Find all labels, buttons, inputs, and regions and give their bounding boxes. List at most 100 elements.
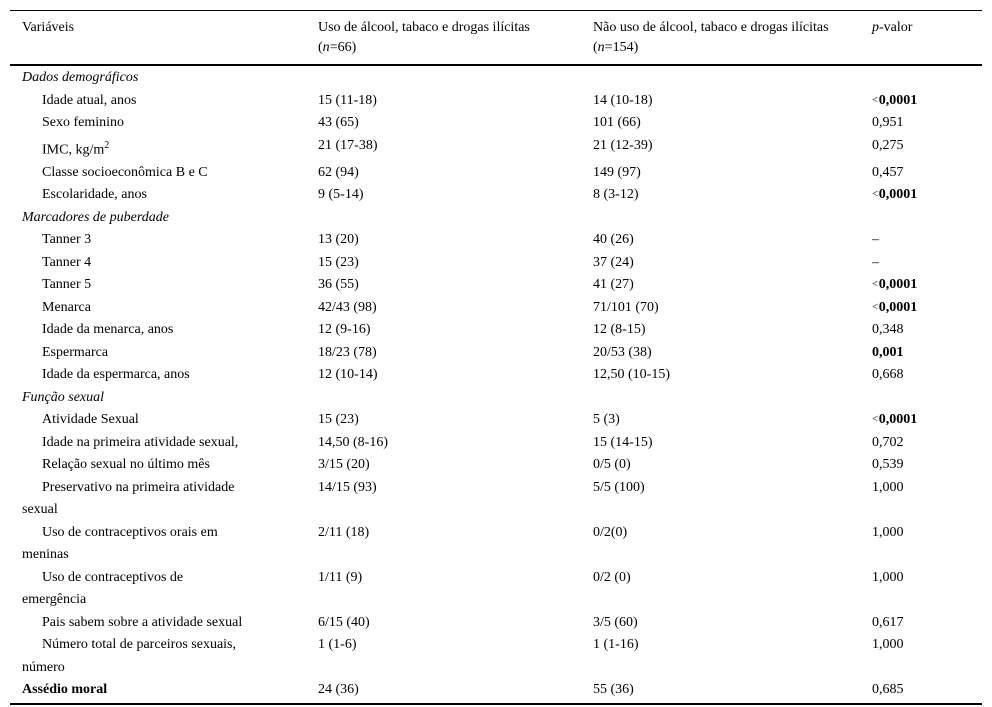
p-value-number: 0,348 <box>872 322 904 338</box>
data-table: Variáveis Uso de álcool, tabaco e drogas… <box>10 10 982 705</box>
p-value: <0,0001 <box>872 90 982 113</box>
p-value: <0,0001 <box>872 297 982 320</box>
table-row: Tanner 4 15 (23) 37 (24) – <box>10 252 982 275</box>
table-row: Tanner 3 13 (20) 40 (26) – <box>10 229 982 252</box>
group2-value: 71/101 (70) <box>593 299 659 315</box>
p-value-number: 1,000 <box>872 569 904 585</box>
p-value: <0,0001 <box>872 274 982 297</box>
group1-value: 3/15 (20) <box>318 457 370 473</box>
p-value: 0,348 <box>872 319 982 342</box>
p-value-number: 0,702 <box>872 434 904 450</box>
group1-value: 18/23 (78) <box>318 344 377 360</box>
section-row: Dados demográficos <box>10 67 982 90</box>
table-row: IMC, kg/m2 21 (17-38) 21 (12-39) 0,275 <box>10 135 982 162</box>
table-row: Idade da menarca, anos 12 (9-16) 12 (8-15)… <box>10 319 982 342</box>
p-value-number: 0,668 <box>872 367 904 383</box>
group2-value: 37 (24) <box>593 254 634 270</box>
table-row: Número total de parceiros sexuais, númer… <box>10 634 982 679</box>
group1-value: 14,50 (8-16) <box>318 434 388 450</box>
row-label: Pais sabem sobre a atividade sexual <box>42 614 243 630</box>
p-value: 1,000 <box>872 477 982 522</box>
group2-value: 14 (10-18) <box>593 92 653 108</box>
group2-value: 55 (36) <box>593 682 634 698</box>
group1-title: Uso de álcool, tabaco e drogas ilícitas <box>318 20 530 35</box>
p-value: 0,702 <box>872 432 982 455</box>
less-than-sign: < <box>872 300 879 313</box>
row-label: Número total de parceiros sexuais, númer… <box>22 637 236 675</box>
group2-value: 20/53 (38) <box>593 344 652 360</box>
p-symbol: p <box>872 20 879 35</box>
group1-value: 21 (17-38) <box>318 137 378 153</box>
group2-value: 101 (66) <box>593 115 641 130</box>
group2-value: 0/2 (0) <box>593 569 631 585</box>
n-symbol: n <box>322 40 330 55</box>
p-value-number: 0,0001 <box>878 277 918 293</box>
row-label: Tanner 3 <box>42 232 92 248</box>
table-header-row: Variáveis Uso de álcool, tabaco e drogas… <box>10 11 982 66</box>
row-label: Sexo feminino <box>42 115 125 130</box>
table-row: Espermarca 18/23 (78) 20/53 (38) 0,001 <box>10 342 982 365</box>
table-row: Assédio moral 24 (36) 55 (36) 0,685 <box>10 679 982 702</box>
less-than-sign: < <box>872 93 879 106</box>
paren: ( <box>318 40 323 55</box>
p-value-number: – <box>872 254 879 270</box>
group1-value: 6/15 (40) <box>318 614 370 630</box>
group1-value: 15 (23) <box>318 412 359 428</box>
p-value-number: 0,539 <box>872 457 904 473</box>
n-value: =154) <box>604 40 639 55</box>
table-row: Pais sabem sobre a atividade sexual 6/15 … <box>10 612 982 635</box>
row-label: Escolaridade, anos <box>42 187 147 203</box>
p-value: <0,0001 <box>872 409 982 432</box>
group2-value: 41 (27) <box>593 277 634 293</box>
p-value-number: 1,000 <box>872 637 904 653</box>
column-header-group2: Não uso de álcool, tabaco e drogas ilíci… <box>593 18 872 58</box>
row-label: Atividade Sexual <box>42 412 139 428</box>
p-value: 0,617 <box>872 612 982 635</box>
p-value-number: 0,0001 <box>878 412 918 428</box>
p-value-number: 0,0001 <box>878 92 918 108</box>
table-body: Dados demográficos Idade atual, anos 15 (1… <box>10 66 982 703</box>
superscript: 2 <box>104 139 110 151</box>
row-label: Uso de contraceptivos de emergência <box>22 569 184 608</box>
less-than-sign: < <box>872 188 879 201</box>
table-row: Sexo feminino 43 (65) 101 (66) 0,951 <box>10 112 982 135</box>
less-than-sign: < <box>872 413 879 426</box>
group1-value: 13 (20) <box>318 232 359 248</box>
group1-sample-size: (n=66) <box>318 38 593 58</box>
table-row: Uso de contraceptivos de emergência 1/11 … <box>10 567 982 612</box>
group1-value: 43 (65) <box>318 115 359 130</box>
p-value: 1,000 <box>872 634 982 679</box>
row-label: Relação sexual no último mês <box>42 457 210 473</box>
column-header-group1: Uso de álcool, tabaco e drogas ilícitas … <box>318 18 593 58</box>
row-label: Classe socioeconômica B e C <box>42 164 208 180</box>
group2-value: 5/5 (100) <box>593 479 645 495</box>
table-row: Idade atual, anos 15 (11-18) 14 (10-18) <0,… <box>10 90 982 113</box>
row-label: Assédio moral <box>22 682 108 698</box>
group2-value: 149 (97) <box>593 164 641 180</box>
row-label: Dados demográficos <box>22 70 139 85</box>
row-label: Idade na primeira atividade sexual, <box>42 434 239 450</box>
p-value: – <box>872 229 982 252</box>
p-value: 0,275 <box>872 135 982 162</box>
group1-value: 1 (1-6) <box>318 637 357 653</box>
table-row: Atividade Sexual 15 (23) 5 (3) <0,0001 <box>10 409 982 432</box>
column-header-label: Variáveis <box>22 20 75 35</box>
n-symbol: n <box>597 40 605 55</box>
p-value: 0,685 <box>872 679 982 702</box>
p-value: <0,0001 <box>872 184 982 207</box>
n-value: =66) <box>329 40 357 55</box>
row-label: Função sexual <box>22 389 105 405</box>
p-value: – <box>872 252 982 275</box>
group2-value: 0/2(0) <box>593 524 628 540</box>
row-label: Idade da menarca, anos <box>42 322 174 338</box>
row-label: Idade atual, anos <box>42 92 137 108</box>
group2-value: 1 (1-16) <box>593 637 639 653</box>
p-value-number: 1,000 <box>872 524 904 540</box>
table-row: Classe socioeconômica B e C 62 (94) 149 (9… <box>10 162 982 185</box>
p-value-number: 0,457 <box>872 164 904 180</box>
group1-value: 9 (5-14) <box>318 187 364 203</box>
group1-value: 42/43 (98) <box>318 299 377 315</box>
p-value-number: – <box>872 232 879 248</box>
group2-title: Não uso de álcool, tabaco e drogas ilíci… <box>593 20 829 35</box>
row-label: Espermarca <box>42 344 109 360</box>
